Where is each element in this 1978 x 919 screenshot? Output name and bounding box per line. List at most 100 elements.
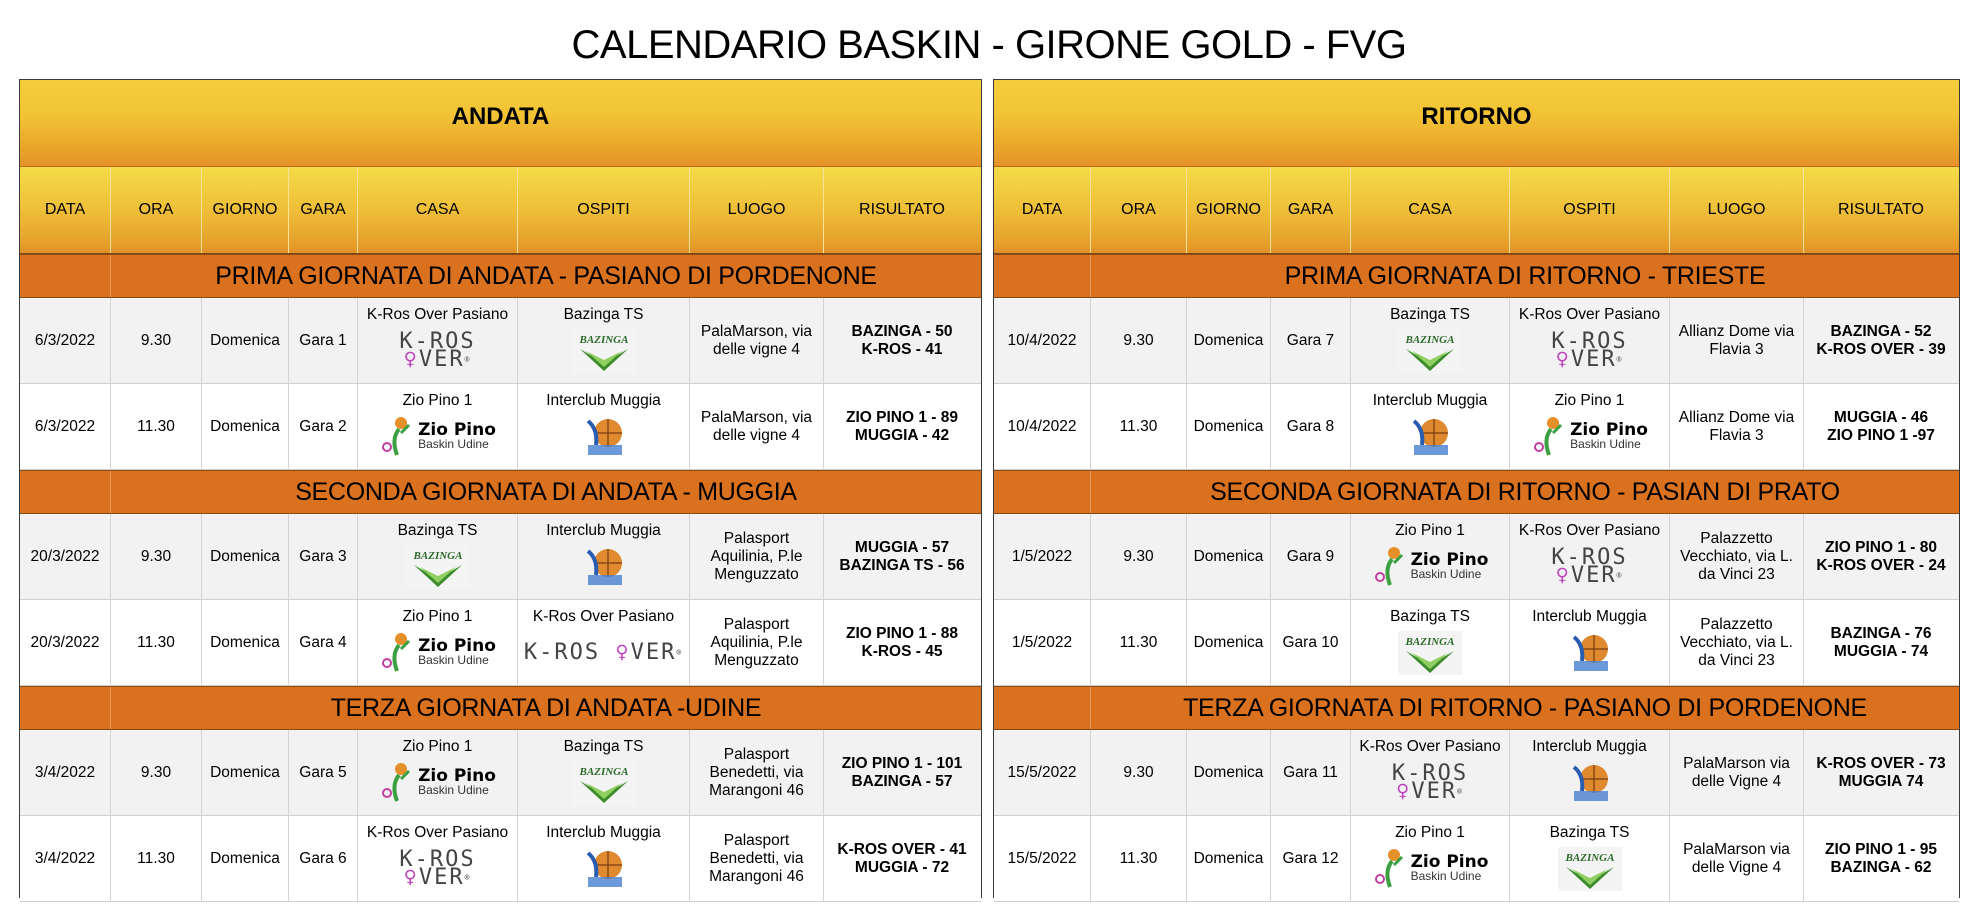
cell-luogo: PalaMarson, via delle vigne 4 [690,384,824,469]
cell-data: 15/5/2022 [994,730,1091,815]
result-line: K-ROS OVER - 39 [1816,340,1946,358]
cell-ora: 11.30 [1091,600,1187,685]
match-row: 1/5/2022 11.30 Domenica Gara 10 Bazinga TS BA… [994,600,1959,686]
kros-over-logo: K-ROS ♀VER® [1391,761,1469,804]
result-lines: MUGGIA - 46 ZIO PINO 1 -97 [1827,409,1935,445]
result-line: ZIO PINO 1 - 101 [841,754,963,772]
team-name: Interclub Muggia [1372,392,1488,409]
svg-text:BAZINGA: BAZINGA [1405,636,1455,648]
match-row: 10/4/2022 9.30 Domenica Gara 7 Bazinga TS BAZ… [994,298,1959,384]
result-line: K-ROS OVER - 73 [1816,754,1946,772]
result-lines: ZIO PINO 1 - 89 MUGGIA - 42 [846,409,958,445]
result-line: MUGGIA 74 [1838,772,1924,790]
zio-pino-logo: Zio Pino Baskin Udine [379,630,496,676]
interclub-muggia-logo [1568,630,1612,676]
section-spacer [20,471,111,513]
cell-risultato: BAZINGA - 52 K-ROS OVER - 39 [1804,298,1958,383]
team-name: Bazinga TS [563,306,644,323]
match-row: 20/3/2022 9.30 Domenica Gara 3 Bazinga TS BAZ… [20,514,981,600]
cell-casa: Zio Pino 1 Zio Pino Baskin Udine [358,600,518,685]
cell-casa: K-Ros Over Pasiano K-ROS ♀VER® [1351,730,1510,815]
cell-luogo: Allianz Dome via Flavia 3 [1670,298,1804,383]
section-spacer [994,687,1091,729]
section-header: TERZA GIORNATA DI ANDATA -UDINE [20,686,981,730]
column-header-data: DATA [20,167,111,253]
cell-casa: Bazinga TS BAZINGA [1351,298,1510,383]
cell-casa: K-Ros Over Pasiano K-ROS ♀VER® [358,816,518,901]
cell-ora: 9.30 [1091,298,1187,383]
team-name: Interclub Muggia [546,824,661,841]
cell-ospiti: Interclub Muggia [1510,730,1670,815]
interclub-muggia-logo [582,414,626,460]
svg-text:BAZINGA: BAZINGA [412,550,462,562]
cell-ospiti: K-Ros Over Pasiano K-ROS ♀VER® [1510,514,1670,599]
cell-casa: Zio Pino 1 Zio Pino Baskin Udine [1351,816,1510,901]
cell-risultato: K-ROS OVER - 41 MUGGIA - 72 [824,816,980,901]
match-row: 3/4/2022 9.30 Domenica Gara 5 Zio Pino 1 Zio … [20,730,981,816]
cell-risultato: MUGGIA - 57 BAZINGA TS - 56 [824,514,980,599]
cell-casa: Interclub Muggia [1351,384,1510,469]
bazinga-logo: BAZINGA [405,544,470,590]
cell-luogo: Palazzetto Vecchiato, via L. da Vinci 23 [1670,600,1804,685]
bazinga-logo: BAZINGA [1398,328,1462,374]
phase-header: ANDATA [20,80,981,167]
cell-casa: Zio Pino 1 Zio Pino Baskin Udine [358,730,518,815]
cell-gara: Gara 6 [289,816,358,901]
result-lines: ZIO PINO 1 - 88 K-ROS - 45 [846,625,958,661]
result-lines: ZIO PINO 1 - 101 BAZINGA - 57 [842,755,963,791]
cell-data: 1/5/2022 [994,600,1091,685]
section-title: PRIMA GIORNATA DI RITORNO - TRIESTE [1284,261,1766,290]
team-name: Bazinga TS [397,522,478,539]
column-header-row: DATA ORA GIORNO GARA CASA OSPITI LUOGO RISULTAT… [994,167,1959,254]
result-line: ZIO PINO 1 - 88 [846,624,958,642]
cell-data: 6/3/2022 [20,384,111,469]
column-header-luogo: LUOGO [690,167,824,253]
team-name: Interclub Muggia [546,392,661,409]
zio-pino-logo: Zio Pino Baskin Udine [1531,414,1648,460]
cell-ora: 11.30 [111,384,202,469]
cell-ora: 11.30 [1091,384,1187,469]
kros-over-logo: K-ROS ♀VER® [1551,329,1628,372]
cell-gara: Gara 11 [1271,730,1351,815]
cell-ora: 11.30 [111,600,202,685]
bazinga-logo: BAZINGA [571,760,636,806]
match-row: 3/4/2022 11.30 Domenica Gara 6 K-Ros Over Pa… [20,816,981,902]
interclub-muggia-logo [1408,414,1452,460]
cell-luogo: Palasport Benedetti, via Marangoni 46 [690,816,824,901]
team-name: Zio Pino 1 [1395,522,1465,539]
bazinga-logo: BAZINGA [571,328,636,374]
cell-giorno: Domenica [1187,514,1271,599]
cell-gara: Gara 9 [1271,514,1351,599]
cell-giorno: Domenica [202,816,289,901]
interclub-muggia-logo [1568,760,1612,806]
section-spacer [994,255,1091,297]
cell-giorno: Domenica [202,298,289,383]
cell-giorno: Domenica [1187,298,1271,383]
kros-over-logo: K-ROS ♀VER® [1551,545,1628,588]
cell-casa: Zio Pino 1 Zio Pino Baskin Udine [1351,514,1510,599]
result-line: BAZINGA TS - 56 [839,556,965,574]
cell-ospiti: Bazinga TS BAZINGA [518,730,690,815]
team-name: Zio Pino 1 [402,738,473,755]
result-lines: ZIO PINO 1 - 95 BAZINGA - 62 [1825,841,1937,877]
cell-ospiti: K-Ros Over Pasiano K-ROS ♀VER® [1510,298,1670,383]
result-line: ZIO PINO 1 - 89 [846,408,958,426]
section-spacer [994,471,1091,513]
cell-giorno: Domenica [202,384,289,469]
cell-risultato: ZIO PINO 1 - 80 K-ROS OVER - 24 [1804,514,1958,599]
cell-ospiti: Interclub Muggia [518,384,690,469]
cell-gara: Gara 10 [1271,600,1351,685]
cell-ora: 9.30 [111,730,202,815]
match-row: 1/5/2022 9.30 Domenica Gara 9 Zio Pino 1 Zio … [994,514,1959,600]
zio-pino-logo: Zio Pino Baskin Udine [1372,846,1488,892]
result-lines: BAZINGA - 52 K-ROS OVER - 39 [1816,323,1945,359]
section-title: SECONDA GIORNATA DI ANDATA - MUGGIA [295,477,797,506]
team-name: Bazinga TS [1549,824,1630,841]
cell-ospiti: Interclub Muggia [518,514,690,599]
cell-luogo: Palasport Aquilinia, P.le Menguzzato [690,600,824,685]
section-header: PRIMA GIORNATA DI ANDATA - PASIANO DI PO… [20,254,981,298]
cell-giorno: Domenica [202,514,289,599]
match-row: 15/5/2022 9.30 Domenica Gara 11 K-Ros Over P… [994,730,1959,816]
column-header-data: DATA [994,167,1091,253]
cell-giorno: Domenica [1187,730,1271,815]
